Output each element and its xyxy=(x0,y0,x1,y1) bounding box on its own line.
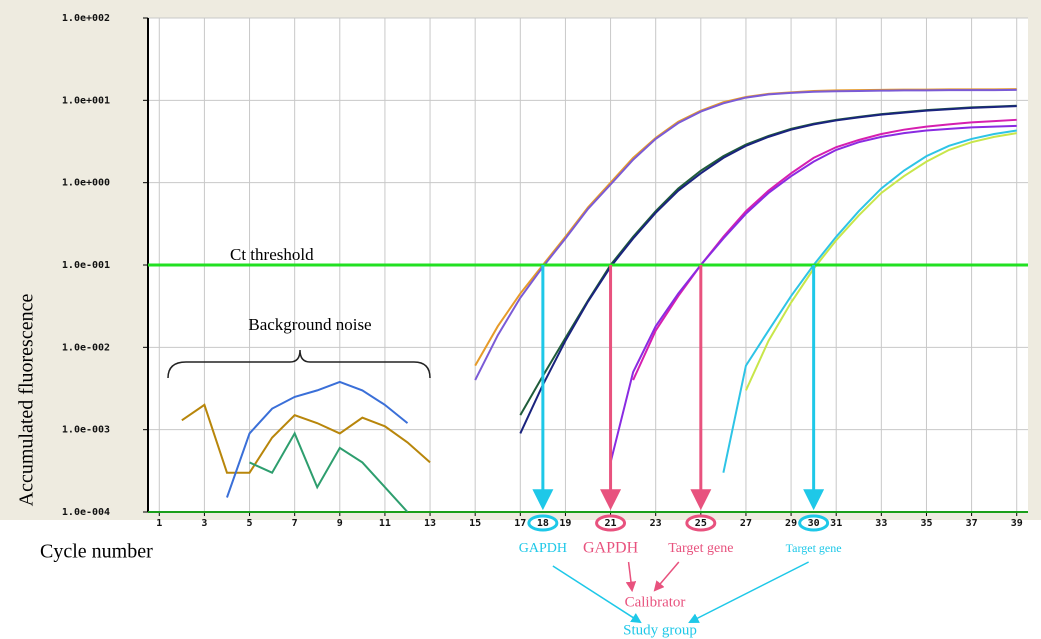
ct-label: Target gene xyxy=(786,541,842,555)
y-tick-label: 1.0e-002 xyxy=(62,342,110,353)
ct-circle xyxy=(798,514,830,532)
ct-value: 30 xyxy=(808,518,820,529)
noise-label: Background noise xyxy=(248,315,371,334)
y-axis-label: Accumulated fluorescence xyxy=(16,294,38,507)
calibrator-label: Calibrator xyxy=(625,594,686,610)
ct-label: GAPDH xyxy=(583,540,639,557)
y-tick-label: 1.0e-004 xyxy=(62,507,110,518)
noise-brace xyxy=(167,349,431,379)
ct-circle xyxy=(685,514,717,532)
x-tick-label: 1 xyxy=(156,518,162,529)
ct-value: 21 xyxy=(605,518,617,529)
series-line xyxy=(474,88,1017,381)
y-tick-label: 1.0e+000 xyxy=(62,178,110,189)
series-line xyxy=(722,129,1017,473)
x-tick-label: 27 xyxy=(740,518,752,529)
x-tick-label: 11 xyxy=(379,518,391,529)
ct-label: Target gene xyxy=(668,541,733,556)
ct-value: 18 xyxy=(537,518,549,529)
series-line xyxy=(181,403,431,474)
series-line xyxy=(519,105,1017,434)
ct-circle xyxy=(595,514,627,532)
x-tick-label: 29 xyxy=(785,518,797,529)
x-tick-label: 23 xyxy=(650,518,662,529)
x-tick-label: 15 xyxy=(469,518,481,529)
x-tick-label: 13 xyxy=(424,518,436,529)
x-tick-label: 31 xyxy=(830,518,842,529)
x-axis-label: Cycle number xyxy=(40,541,153,563)
x-tick-label: 37 xyxy=(966,518,978,529)
x-tick-label: 9 xyxy=(337,518,343,529)
threshold-label: Ct threshold xyxy=(230,245,314,264)
series-line xyxy=(745,132,1017,391)
x-tick-label: 33 xyxy=(875,518,887,529)
x-tick-label: 7 xyxy=(292,518,298,529)
x-tick-label: 5 xyxy=(247,518,253,529)
y-tick-label: 1.0e+001 xyxy=(62,95,110,106)
y-tick-label: 1.0e-003 xyxy=(62,425,110,436)
x-tick-label: 3 xyxy=(201,518,207,529)
group-arrow xyxy=(653,561,680,592)
x-tick-label: 19 xyxy=(559,518,571,529)
group-arrow xyxy=(688,561,809,623)
y-tick-label: 1.0e-001 xyxy=(62,260,110,271)
series-line xyxy=(249,431,409,512)
x-tick-label: 17 xyxy=(514,518,526,529)
series-line xyxy=(609,124,1017,463)
y-tick-label: 1.0e+002 xyxy=(62,13,110,24)
series-line xyxy=(226,380,409,498)
ct-value: 25 xyxy=(695,518,707,529)
study-group-label: Study group xyxy=(623,622,697,638)
group-arrow xyxy=(625,561,637,593)
group-arrow xyxy=(552,565,642,624)
x-tick-label: 39 xyxy=(1011,518,1023,529)
ct-label: GAPDH xyxy=(519,541,567,556)
x-tick-label: 35 xyxy=(920,518,932,529)
ct-circle xyxy=(527,514,559,532)
